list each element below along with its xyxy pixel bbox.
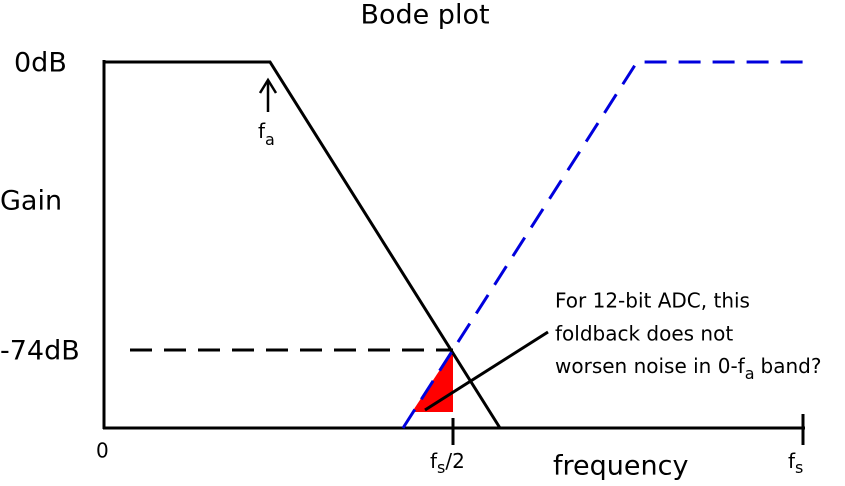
annotation-line: foldback does not [555,322,733,346]
label-base: f [258,119,266,143]
y-axis-label: Gain [0,186,62,217]
x-tick-label: fs/2 [430,449,465,477]
annotation-sub: a [745,364,755,383]
label-base: f [788,449,796,473]
annotation-suffix: band? [761,354,822,378]
x-origin-label: 0 [96,439,109,463]
annotation-line: For 12-bit ADC, this [555,289,750,313]
aliased-response [401,60,803,429]
label-suffix: /2 [445,449,464,473]
x-tick-label: fs [788,449,803,477]
corner-label: fa [258,119,275,149]
corner-arrowhead [258,77,278,94]
title: Bode plot [360,0,489,31]
annotation-line: worsen noise in 0-fa band? [555,354,821,383]
label-sub: s [437,458,445,477]
x-axis-label: frequency [553,451,688,482]
lowpass-response [104,60,502,429]
annotation-text: worsen noise in 0-f [555,354,746,378]
label-base: f [430,449,438,473]
label-sub: a [265,130,275,149]
label-sub: s [795,458,803,477]
annotation-pointer [424,330,549,412]
y-tick-label: -74dB [0,336,80,367]
y-tick-label: 0dB [14,48,67,79]
